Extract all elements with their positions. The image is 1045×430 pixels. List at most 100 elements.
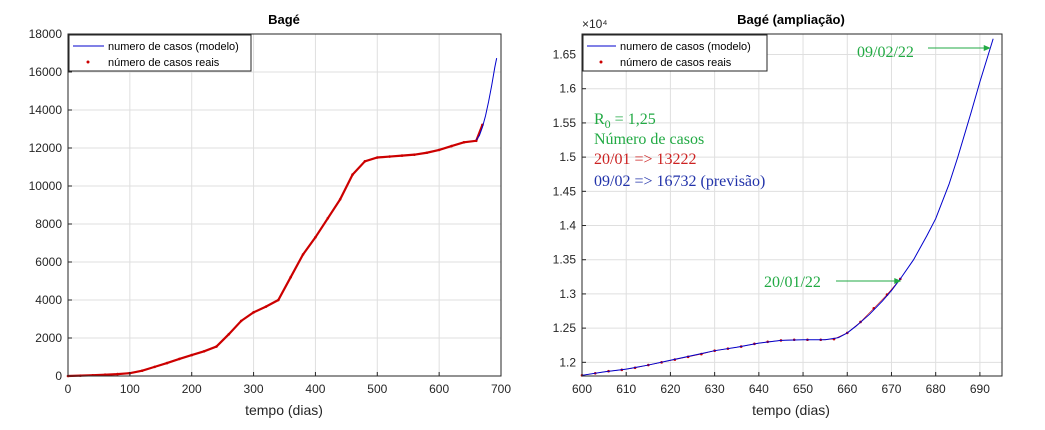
annotation-forecast: 09/02 => 16732 (previsão): [594, 173, 765, 190]
left-real-cases-point: [202, 350, 206, 353]
left-real-cases-point: [400, 154, 404, 157]
right-xtick-label: 600: [572, 382, 592, 396]
right-xlabel: tempo (dias): [752, 402, 830, 418]
left-real-cases-point: [474, 139, 478, 143]
right-xtick-label: 630: [705, 382, 725, 396]
left-real-cases-point: [301, 253, 305, 256]
annotation-r0: R0 = 1,25: [594, 111, 656, 131]
left-ytick-label: 12000: [29, 141, 63, 155]
left-title: Bagé: [268, 12, 300, 27]
right-legend-box: [582, 34, 768, 72]
left-real-cases-point: [153, 365, 156, 369]
left-xtick-label: 600: [429, 382, 449, 396]
left-real-cases-point: [227, 332, 231, 336]
right-ytick-label: 1.3: [559, 287, 576, 301]
left-model-line: [475, 57, 498, 141]
left-real-cases-point: [462, 141, 466, 144]
left-real-cases-point: [326, 217, 330, 220]
right-xtick-label: 610: [616, 382, 636, 396]
left-series: [66, 57, 498, 378]
left-real-cases-point: [190, 353, 194, 357]
left-real-cases-point: [264, 305, 268, 308]
right-ytick-label: 1.6: [559, 82, 576, 96]
annotation-heading: Número de casos: [594, 131, 704, 148]
panel-right: Bagé (ampliação) ×10⁴ 600 610 620 630 640 650…: [553, 12, 1003, 418]
left-xtick-label: 300: [244, 382, 264, 396]
right-ytick-label: 1.45: [553, 184, 577, 198]
right-title: Bagé (ampliação): [737, 12, 845, 27]
left-ytick-label: 0: [55, 369, 62, 383]
left-xtick-label: 400: [305, 382, 325, 396]
arrow-head: [894, 278, 902, 284]
left-real-cases-point: [252, 311, 255, 314]
annotation-arrow-top-icon: [928, 45, 991, 51]
right-xtick-label: 650: [793, 382, 813, 396]
left-xtick-label: 0: [65, 382, 72, 396]
left-real-cases-point: [165, 361, 169, 365]
right-xtick-label: 660: [837, 382, 857, 396]
left-ytick-label: 16000: [29, 65, 63, 79]
left-ytick-label: 14000: [29, 103, 63, 117]
right-grid: [581, 34, 1002, 376]
right-ytick-label: 1.5: [559, 150, 576, 164]
right-xtick-label: 620: [660, 382, 680, 396]
left-xtick-label: 700: [491, 382, 511, 396]
right-ytick-label: 1.25: [553, 321, 577, 335]
right-ytick-label: 1.2: [559, 355, 576, 369]
left-real-cases-point: [178, 357, 181, 361]
left-legend-box: [68, 34, 252, 72]
left-real-cases-point: [239, 319, 243, 323]
left-xlabel: tempo (dias): [245, 402, 323, 418]
right-ytick-label: 1.35: [553, 253, 577, 267]
left-real-cases-point: [425, 151, 429, 155]
right-axes-box: [581, 33, 1003, 377]
annotation-arrow-top-label: 09/02/22: [857, 44, 914, 61]
right-annotations: R0 = 1,25 Número de casos 20/01 => 13222…: [594, 44, 991, 291]
annotation-arrow-mid-label: 20/01/22: [764, 274, 821, 291]
right-legend-real-label: número de casos reais: [620, 57, 732, 69]
left-real-cases-point: [351, 173, 354, 176]
left-real-cases-point: [388, 155, 391, 158]
left-xtick-label: 100: [120, 382, 140, 396]
left-real-cases-point: [363, 160, 367, 163]
left-real-cases-point: [140, 369, 144, 372]
right-xtick-label: 670: [881, 382, 901, 396]
left-legend-model-label: numero de casos (modelo): [108, 41, 239, 53]
left-real-cases-point: [314, 236, 317, 239]
right-legend-real-swatch: [599, 60, 603, 64]
left-legend-real-swatch: [86, 60, 90, 64]
left-ytick-label: 2000: [35, 331, 62, 345]
right-legend: numero de casos (modelo) número de casos…: [582, 34, 768, 72]
left-real-cases-point: [450, 144, 453, 148]
right-exponent-label: ×10⁴: [582, 17, 608, 31]
left-real-cases-point: [215, 345, 218, 348]
right-ytick-label: 1.4: [559, 219, 576, 233]
left-real-cases-point: [103, 373, 107, 376]
left-ytick-label: 4000: [35, 293, 62, 307]
right-xtick-label: 690: [970, 382, 990, 396]
right-series: [580, 38, 994, 377]
right-xtick-label: 640: [749, 382, 769, 396]
left-real-cases-point: [116, 372, 119, 376]
annotation-arrow-mid-icon: [836, 278, 902, 284]
annotation-current: 20/01 => 13222: [594, 151, 697, 168]
left-ytick-label: 8000: [35, 217, 62, 231]
left-xtick-label: 500: [367, 382, 387, 396]
right-ticks: 600 610 620 630 640 650 660 670 680 690 1.2 1.25 1.3…: [553, 48, 991, 396]
left-ytick-label: 18000: [29, 27, 63, 41]
left-real-cases-point: [277, 298, 280, 302]
left-axes-box: [67, 33, 502, 377]
right-model-line: [581, 38, 994, 376]
left-ticks: 0 100 200 300 400 500 600 700 0 2000 4000 6000 8000 1…: [29, 27, 512, 396]
left-real-cases-point: [437, 148, 441, 152]
right-legend-model-label: numero de casos (modelo): [620, 41, 751, 53]
left-real-cases-point: [289, 275, 292, 279]
left-legend-real-label: número de casos reais: [108, 57, 220, 69]
left-real-cases-point: [413, 153, 416, 156]
right-real-cases-trace: [581, 278, 901, 376]
arrow-head: [983, 45, 991, 51]
left-ytick-label: 10000: [29, 179, 63, 193]
right-ytick-label: 1.65: [553, 48, 577, 62]
left-legend: numero de casos (modelo) número de casos…: [68, 34, 252, 72]
left-real-cases-point: [375, 156, 379, 159]
